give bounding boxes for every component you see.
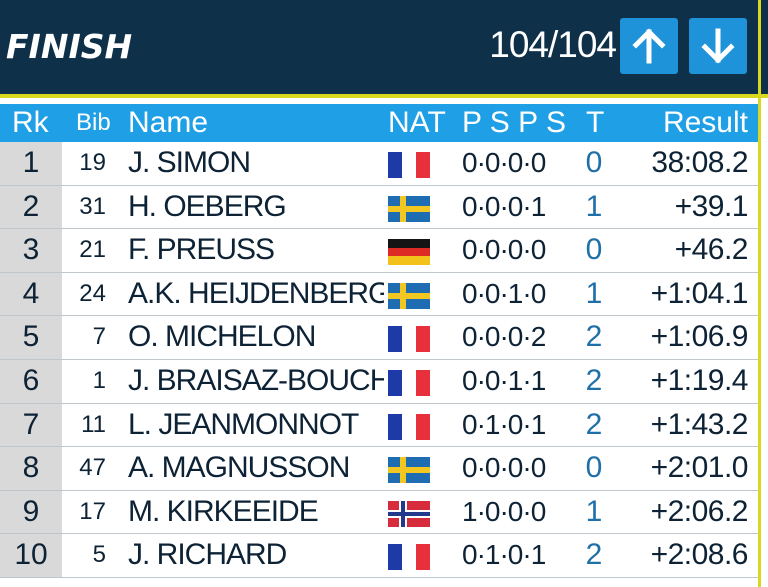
arrow-down-icon <box>701 28 735 64</box>
total-penalties-cell: 2 <box>585 363 603 397</box>
table-row[interactable]: 6 1 J. BRAISAZ-BOUCHET 0·0·1·1 2 +1:19.4 <box>0 359 758 404</box>
table-row[interactable]: 2 31 H. OEBERG 0·0·0·1 1 +39.1 <box>0 185 758 230</box>
table-row[interactable]: 1 19 J. SIMON 0·0·0·0 0 38:08.2 <box>0 142 758 186</box>
column-header-nat: NAT <box>388 106 446 139</box>
scroll-up-button[interactable] <box>620 18 678 74</box>
result-cell: +39.1 <box>674 189 749 223</box>
rank-cell: 8 <box>0 447 62 490</box>
result-cell: +2:06.2 <box>650 494 749 528</box>
flag-icon <box>388 500 430 527</box>
flag-icon <box>388 413 430 440</box>
table-row[interactable]: 10 5 J. RICHARD 0·1·0·1 2 +2:08.6 <box>0 534 758 578</box>
result-cell: +2:08.6 <box>650 538 749 572</box>
athlete-name: O. MICHELON <box>128 320 316 354</box>
shooting-cell: 0·0·0·0 <box>462 147 546 178</box>
athlete-name: M. KIRKEEIDE <box>128 494 319 528</box>
column-header-bib: Bib <box>76 109 111 136</box>
column-header-total: T <box>586 106 605 139</box>
rank-cell: 6 <box>0 359 62 403</box>
athlete-name: J. SIMON <box>128 146 251 179</box>
flag-icon <box>388 326 430 353</box>
result-cell: +1:43.2 <box>650 407 749 441</box>
table-header-row: Rk Bib Name NAT P S P S T Result <box>0 104 758 142</box>
column-header-rank: Rk <box>12 106 49 139</box>
bib-cell: 7 <box>92 323 106 351</box>
result-cell: 38:08.2 <box>651 146 748 179</box>
rank-cell: 5 <box>0 316 62 359</box>
total-penalties-cell: 1 <box>585 189 603 223</box>
rank-cell: 2 <box>0 185 62 229</box>
athlete-name: L. JEANMONNOT <box>128 407 359 441</box>
total-penalties-cell: 1 <box>585 494 603 528</box>
athlete-name: A.K. HEIJDENBERG <box>128 276 384 310</box>
bib-cell: 31 <box>79 192 106 220</box>
bib-cell: 11 <box>81 410 106 438</box>
shooting-cell: 0·0·1·0 <box>462 277 546 309</box>
page-title: FINISH <box>6 27 133 66</box>
bib-cell: 1 <box>92 366 106 394</box>
table-row[interactable]: 7 11 L. JEANMONNOT 0·1·0·1 2 +1:43.2 <box>0 403 758 448</box>
side-divider <box>758 0 761 587</box>
result-counter: 104/104 <box>489 24 617 65</box>
shooting-cell: 1·0·0·0 <box>462 495 546 527</box>
total-penalties-cell: 2 <box>585 407 603 441</box>
results-table: Rk Bib Name NAT P S P S T Result 1 19 J. S… <box>0 104 758 578</box>
athlete-name: H. OEBERG <box>128 189 287 223</box>
column-header-result: Result <box>662 106 748 139</box>
table-row[interactable]: 9 17 M. KIRKEEIDE 1·0·0·0 1 +2:06.2 <box>0 490 758 535</box>
shooting-cell: 0·0·0·2 <box>462 321 546 353</box>
flag-icon <box>388 544 430 571</box>
table-row[interactable]: 4 24 A.K. HEIJDENBERG 0·0·1·0 1 +1:04.1 <box>0 272 758 317</box>
athlete-name: F. PREUSS <box>128 233 275 267</box>
results-header: FINISH 104/104 <box>0 0 768 94</box>
shooting-cell: 0·1·0·1 <box>462 539 546 571</box>
total-penalties-cell: 1 <box>585 276 603 310</box>
flag-icon <box>388 457 430 484</box>
flag-icon <box>388 369 430 396</box>
rank-cell: 9 <box>0 490 62 534</box>
shooting-cell: 0·0·1·1 <box>462 364 546 396</box>
total-penalties-cell: 0 <box>585 451 603 485</box>
shooting-cell: 0·0·0·0 <box>462 234 546 266</box>
table-row[interactable]: 8 47 A. MAGNUSSON 0·0·0·0 0 +2:01.0 <box>0 447 758 491</box>
rank-cell: 4 <box>0 272 62 316</box>
result-cell: +46.2 <box>674 233 749 267</box>
result-cell: +1:04.1 <box>650 276 749 310</box>
bib-cell: 24 <box>79 279 106 307</box>
total-penalties-cell: 2 <box>585 538 603 572</box>
rank-cell: 7 <box>0 403 62 447</box>
total-penalties-cell: 0 <box>585 146 603 179</box>
column-header-name: Name <box>128 106 209 139</box>
total-penalties-cell: 0 <box>585 233 603 267</box>
table-row[interactable]: 3 21 F. PREUSS 0·0·0·0 0 +46.2 <box>0 229 758 273</box>
bib-cell: 5 <box>92 541 106 569</box>
scroll-down-button[interactable] <box>689 18 747 74</box>
flag-icon <box>388 239 430 266</box>
rank-cell: 3 <box>0 229 62 272</box>
total-penalties-cell: 2 <box>585 320 603 354</box>
flag-icon <box>388 152 430 178</box>
header-divider <box>0 94 768 98</box>
shooting-cell: 0·1·0·1 <box>462 408 546 440</box>
result-cell: +1:19.4 <box>650 363 749 397</box>
rank-cell: 10 <box>0 534 62 577</box>
column-header-shooting: P S P S <box>462 106 566 139</box>
rank-cell: 1 <box>0 142 62 185</box>
bib-cell: 17 <box>79 497 106 525</box>
athlete-name: A. MAGNUSSON <box>128 451 350 485</box>
result-cell: +1:06.9 <box>650 320 749 354</box>
bib-cell: 47 <box>79 454 106 482</box>
result-cell: +2:01.0 <box>650 451 749 485</box>
bib-cell: 19 <box>79 149 106 176</box>
table-row[interactable]: 5 7 O. MICHELON 0·0·0·2 2 +1:06.9 <box>0 316 758 360</box>
arrow-up-icon <box>632 28 666 64</box>
shooting-cell: 0·0·0·0 <box>462 452 546 484</box>
flag-icon <box>388 282 430 309</box>
bib-cell: 21 <box>79 236 106 264</box>
athlete-name: J. BRAISAZ-BOUCHET <box>128 363 384 397</box>
athlete-name: J. RICHARD <box>128 538 287 572</box>
flag-icon <box>388 195 430 222</box>
shooting-cell: 0·0·0·1 <box>462 190 546 222</box>
results-list: 1 19 J. SIMON 0·0·0·0 0 38:08.2 2 31 H. OEBERG 0·… <box>0 142 758 578</box>
